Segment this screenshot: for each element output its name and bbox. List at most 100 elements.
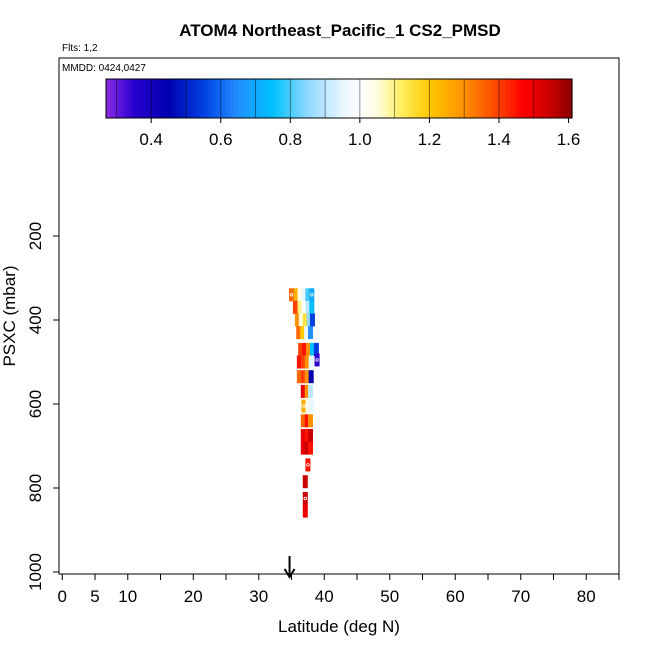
data-cell	[308, 441, 314, 455]
data-cell	[308, 326, 314, 340]
data-cell	[296, 326, 302, 340]
colorbar-segment	[412, 79, 418, 118]
colorbar-segment	[428, 79, 433, 118]
colorbar-segment	[389, 79, 394, 118]
colorbar-segment	[517, 79, 523, 118]
colorbar-segment	[432, 79, 437, 118]
colorbar-segment	[191, 79, 196, 118]
colorbar-segment	[234, 79, 239, 118]
colorbar-segment	[537, 79, 542, 118]
y-tick-label: 800	[26, 474, 45, 502]
colorbar-segment	[280, 79, 286, 118]
colorbar-segment	[269, 79, 274, 118]
data-cell	[292, 300, 298, 314]
data-cell	[302, 313, 308, 327]
data-cell	[308, 370, 314, 384]
colorbar-segment	[214, 79, 220, 118]
colorbar-segment	[401, 79, 406, 118]
colorbar-segment	[272, 79, 278, 118]
colorbar-segment	[548, 79, 554, 118]
data-cell	[300, 326, 306, 340]
sample-marker	[315, 358, 319, 362]
colorbar-segment	[478, 79, 484, 118]
chart-title: ATOM4 Northeast_Pacific_1 CS2_PMSD	[179, 21, 501, 40]
colorbar-segment	[210, 79, 216, 118]
colorbar-segment	[385, 79, 391, 118]
colorbar-segment	[261, 79, 266, 118]
colorbar-segment	[490, 79, 495, 118]
colorbar-segment	[405, 79, 410, 118]
plot-frame	[58, 57, 620, 575]
colorbar-segment	[257, 79, 262, 118]
colorbar-segment	[226, 79, 231, 118]
colorbar-segment	[300, 79, 305, 118]
data-cell	[309, 313, 315, 327]
colorbar-segment	[455, 79, 460, 118]
colorbar-tick-label: 1.2	[418, 130, 442, 149]
data-cell	[305, 288, 311, 302]
data-cell	[306, 342, 312, 356]
colorbar-segment	[486, 79, 492, 118]
colorbar-segment	[366, 79, 371, 118]
colorbar-segment	[494, 79, 499, 118]
colorbar-tick-label: 0.4	[139, 130, 163, 149]
colorbar-segment	[199, 79, 204, 118]
colorbar-segment	[175, 79, 181, 118]
data-cell	[304, 384, 310, 398]
data-cell	[309, 342, 315, 356]
colorbar-segment	[424, 79, 429, 118]
data-cell	[314, 353, 320, 367]
x-tick-label: 80	[577, 587, 596, 606]
colorbar-segment	[265, 79, 270, 118]
x-tick-label: 40	[315, 587, 334, 606]
colorbar-segment	[187, 79, 193, 118]
colorbar-segment	[350, 79, 356, 118]
data-cell	[313, 342, 319, 356]
colorbar-segment	[160, 79, 165, 118]
colorbar-segment	[568, 79, 573, 118]
colorbar-segment	[121, 79, 127, 118]
data-cell	[309, 288, 315, 302]
colorbar-segment	[354, 79, 360, 118]
colorbar-segment	[152, 79, 158, 118]
colorbar-segment	[319, 79, 325, 118]
colorbar-segment	[241, 79, 247, 118]
colorbar-segment	[564, 79, 569, 118]
colorbar-segment	[335, 79, 340, 118]
colorbar-segment	[474, 79, 480, 118]
data-cell	[305, 458, 311, 472]
colorbar-segment	[529, 79, 534, 118]
data-cell	[304, 370, 310, 384]
sample-marker	[310, 293, 314, 297]
colorbar-segment	[560, 79, 565, 118]
arrow-head	[283, 568, 296, 579]
x-axis-label: Latitude (deg N)	[278, 617, 400, 636]
sample-marker	[302, 404, 306, 408]
colorbar-segment	[292, 79, 297, 118]
data-cell	[306, 313, 312, 327]
sample-marker	[303, 496, 307, 501]
x-tick-label: 5	[90, 587, 99, 606]
colorbar-segment	[447, 79, 453, 118]
colorbar-segment	[129, 79, 134, 118]
data-cell	[302, 492, 308, 505]
data-cell	[300, 355, 306, 369]
y-axis: 200 400 600 800 1000	[26, 222, 59, 591]
data-cell	[305, 300, 311, 314]
colorbar-segment	[420, 79, 426, 118]
colorbar-segment	[505, 79, 511, 118]
colorbar-segment	[370, 79, 375, 118]
colorbar-segment	[540, 79, 546, 118]
colorbar-segment	[195, 79, 200, 118]
colorbar: 0.4 0.6 0.8 1.0 1.2 1.4 1.6	[105, 78, 580, 149]
data-cell	[297, 300, 303, 314]
data-cell	[300, 384, 306, 398]
data-cell	[304, 326, 310, 340]
colorbar-segment	[544, 79, 550, 118]
sample-marker	[289, 293, 294, 297]
colorbar-segment	[156, 79, 161, 118]
colorbar-segment	[377, 79, 383, 118]
colorbar-segment	[168, 79, 173, 118]
colorbar-segment	[249, 79, 255, 118]
